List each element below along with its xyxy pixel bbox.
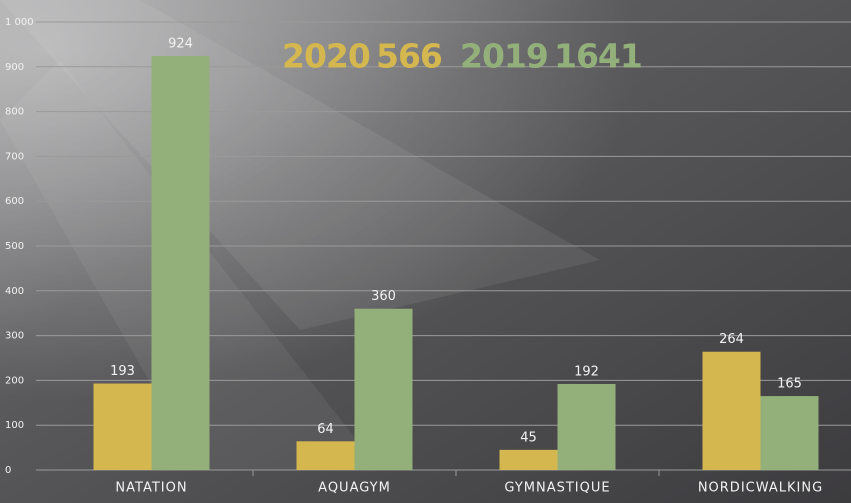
value-label: 45: [520, 430, 537, 445]
y-tick-label: 300: [5, 331, 24, 342]
value-label: 924: [168, 37, 193, 52]
bar: [760, 396, 819, 470]
bar: [702, 351, 761, 470]
x-tick-label: NATATION: [115, 481, 187, 496]
bar: [354, 308, 413, 470]
legend-total: 1641: [554, 37, 642, 76]
y-tick-label: 200: [5, 375, 24, 386]
x-tick-label: AQUAGYM: [318, 481, 391, 496]
value-label: 165: [777, 377, 802, 392]
value-label: 192: [574, 364, 599, 379]
y-tick-label: 700: [5, 151, 24, 162]
y-tick-label: 600: [5, 196, 24, 207]
x-tick-label: GYMNASTIQUE: [504, 481, 610, 496]
bar: [151, 56, 210, 470]
legend-total: 566: [376, 37, 442, 76]
bar: [93, 383, 152, 470]
bar: [499, 449, 558, 470]
value-label: 360: [371, 289, 396, 304]
y-tick-label: 100: [5, 420, 24, 431]
value-label: 264: [719, 332, 744, 347]
y-tick-label: 0: [5, 465, 11, 476]
value-label: 193: [110, 364, 135, 379]
bar: [557, 383, 616, 470]
light-ray: [0, 0, 600, 330]
x-tick-label: NORDICWALKING: [698, 481, 823, 496]
value-label: 64: [317, 422, 334, 437]
y-tick-label: 800: [5, 107, 24, 118]
y-tick-label: 400: [5, 286, 24, 297]
legend-name: 2020: [282, 37, 370, 76]
y-tick-label: 1 000: [5, 17, 34, 28]
legend-name: 2019: [460, 37, 548, 76]
y-tick-label: 900: [5, 62, 24, 73]
y-tick-label: 500: [5, 241, 24, 252]
bar: [296, 441, 355, 470]
